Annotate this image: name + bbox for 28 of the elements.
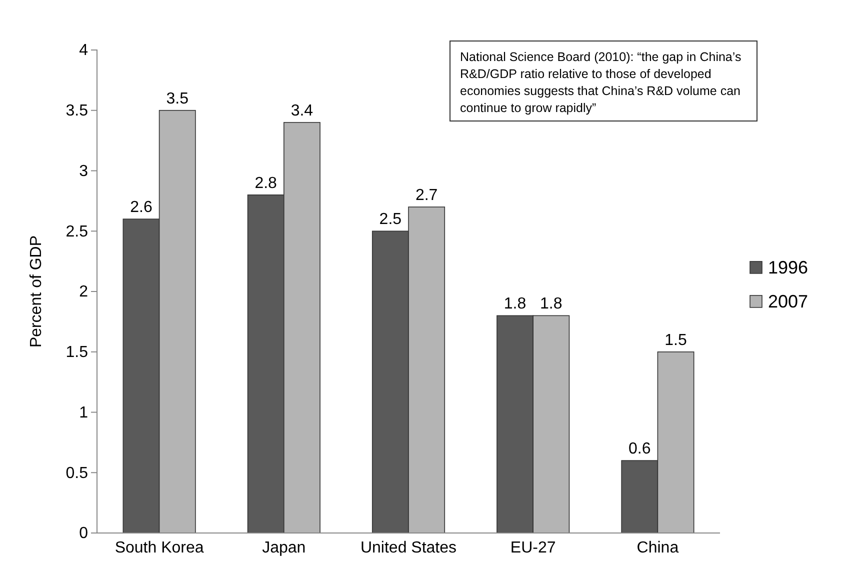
data-label: 3.4 [290,102,314,120]
data-label: 2.6 [130,199,152,216]
data-label: 1.8 [540,296,562,313]
x-tick-label: South Korea [114,539,204,556]
legend-label: 2007 [768,291,808,312]
x-tick-label: United States [360,539,457,556]
y-tick-label: 3.5 [66,102,88,120]
y-axis-title: Percent of GDP [28,235,45,348]
x-tick-label: Japan [262,539,306,556]
data-label: 0.6 [628,440,651,458]
y-tick-label: 2.5 [66,223,88,240]
data-label: 3.5 [166,90,189,108]
y-tick-label: 0.5 [66,464,88,482]
data-label: 2.8 [254,174,278,192]
y-tick-label: 1 [79,404,88,422]
annotation: National Science Board (2010): “the gap in China’s R&D/GDP ratio relative to those of developed economies suggests that China’s R&D volume can continue to grow rapidly” [460,50,742,115]
y-tick-label: 0 [79,525,88,542]
y-tick-label: 1.5 [66,344,88,361]
y-tick-label: 4 [79,42,88,60]
x-tick-label: EU-27 [510,539,556,556]
data-label: 2.7 [415,186,438,204]
y-tick-label: 3 [79,162,88,180]
y-tick-label: 2 [79,284,88,301]
data-label: 2.5 [379,211,402,228]
data-label: 1.8 [504,296,526,313]
x-tick-label: China [636,539,679,556]
data-label: 1.5 [664,332,687,349]
legend-label: 1996 [768,257,808,278]
